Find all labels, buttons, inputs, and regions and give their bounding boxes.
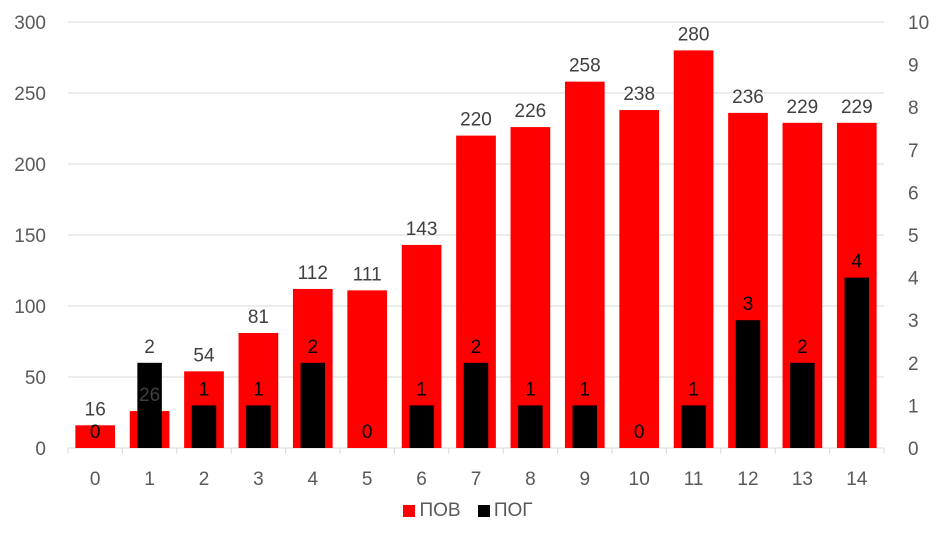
legend-swatch-pov [403, 505, 416, 517]
bar-pog [572, 405, 598, 448]
bar-pog-value-label: 0 [362, 422, 373, 443]
bar-pov-value-label: 26 [139, 385, 160, 406]
x-tick-label: 8 [525, 469, 536, 490]
bar-pog-value-label: 2 [797, 337, 808, 358]
y-left-tick-label: 200 [14, 155, 46, 176]
bar-pov-value-label: 111 [353, 264, 382, 285]
bar-pog [735, 320, 761, 448]
bar-pov [619, 110, 660, 448]
bar-pov-value-label: 16 [85, 399, 106, 420]
x-tick-label: 4 [308, 469, 319, 490]
y-left-tick-label: 300 [14, 13, 46, 34]
bar-pog [300, 362, 326, 448]
y-right-tick-label: 10 [908, 13, 929, 34]
y-left-tick-label: 50 [25, 368, 46, 389]
y-left-tick-label: 150 [14, 226, 46, 247]
bar-pov-value-label: 226 [515, 101, 547, 122]
x-tick-label: 13 [792, 469, 813, 490]
legend-swatch-pog [477, 505, 490, 517]
x-tick-label: 14 [846, 469, 868, 490]
bar-pog-value-label: 1 [688, 379, 699, 400]
bar-pov-value-label: 81 [248, 307, 269, 328]
bar-pog [681, 405, 706, 448]
x-tick-label: 2 [199, 469, 210, 490]
bar-pog-value-label: 1 [525, 379, 536, 400]
legend-item-pov: ПОВ [403, 500, 461, 522]
y-axis-right: 0 1 2 3 4 5 6 7 8 9 10 [908, 13, 929, 460]
y-right-tick-label: 8 [908, 98, 919, 119]
bar-pog-value-label: 4 [852, 252, 863, 273]
bar-pov-value-label: 220 [460, 110, 492, 131]
bar-pov [564, 81, 605, 448]
y-right-tick-label: 7 [908, 141, 919, 162]
bar-pov-value-label: 54 [193, 345, 215, 366]
bar-pov-value-label: 229 [841, 97, 873, 118]
bar-pog-value-label: 0 [634, 422, 645, 443]
bar-pog [409, 405, 434, 448]
bar-pog [191, 405, 217, 448]
bar-pog-value-label: 1 [253, 379, 264, 400]
bar-pog-value-label: 2 [144, 337, 155, 358]
legend-label-pov: ПОВ [419, 500, 461, 521]
y-left-tick-label: 250 [14, 84, 46, 105]
legend: ПОВ ПОГ [0, 500, 936, 523]
bar-pov [673, 50, 714, 449]
y-right-tick-label: 3 [908, 311, 919, 332]
bar-pov [75, 425, 116, 448]
y-left-tick-label: 0 [35, 439, 46, 460]
bar-pov-value-label: 112 [298, 263, 328, 284]
bar-pog-value-label: 2 [471, 337, 482, 358]
x-tick-label: 5 [362, 469, 373, 490]
legend-item-pog: ПОГ [477, 500, 533, 522]
bar-pov [510, 127, 551, 448]
bar-pog-value-label: 1 [580, 379, 591, 400]
x-tick-label: 9 [580, 469, 591, 490]
bar-pog [790, 362, 815, 448]
bar-pog [518, 405, 543, 448]
series-pog-bars [137, 277, 870, 448]
y-left-tick-label: 100 [14, 297, 46, 318]
y-right-tick-label: 9 [908, 56, 919, 77]
bar-pov-value-label: 238 [623, 84, 655, 105]
bar-pog [246, 405, 271, 448]
bar-pog [844, 277, 870, 448]
y-right-tick-label: 4 [908, 269, 919, 290]
y-right-tick-label: 1 [908, 396, 919, 417]
x-tick-label: 7 [471, 469, 482, 490]
bar-pog-value-label: 0 [90, 422, 101, 443]
bar-pog [137, 362, 162, 448]
bar-pog [463, 362, 489, 448]
x-axis-ticks: 0 1 2 3 4 5 6 7 8 9 10 11 12 13 14 [90, 469, 868, 490]
bar-pog-value-label: 3 [743, 294, 754, 315]
bar-pov [347, 290, 388, 448]
x-tick-label: 11 [684, 469, 704, 490]
y-axis-left: 0 50 100 150 200 250 300 [14, 13, 46, 460]
x-tick-label: 0 [90, 469, 101, 490]
bar-pov-value-label: 143 [406, 219, 438, 240]
bar-pov-value-label: 229 [787, 97, 819, 118]
x-tick-label: 12 [737, 469, 758, 490]
bar-pog-value-label: 1 [416, 379, 427, 400]
x-axis [67, 447, 885, 454]
bar-pog-value-label: 2 [308, 337, 319, 358]
y-right-tick-label: 5 [908, 226, 919, 247]
x-tick-label: 10 [629, 469, 650, 490]
bar-pov-value-label: 258 [569, 56, 601, 77]
x-tick-label: 6 [416, 469, 427, 490]
y-right-tick-label: 0 [908, 439, 919, 460]
y-right-tick-label: 2 [908, 354, 919, 375]
x-tick-label: 1 [144, 469, 155, 490]
bar-pov-value-label: 280 [678, 24, 710, 45]
bar-pog-value-label: 1 [199, 379, 210, 400]
series-pov-bars [75, 50, 877, 449]
x-tick-label: 3 [253, 469, 264, 490]
bar-pov-value-label: 236 [732, 87, 764, 108]
legend-label-pog: ПОГ [493, 500, 533, 521]
y-right-tick-label: 6 [908, 183, 919, 204]
